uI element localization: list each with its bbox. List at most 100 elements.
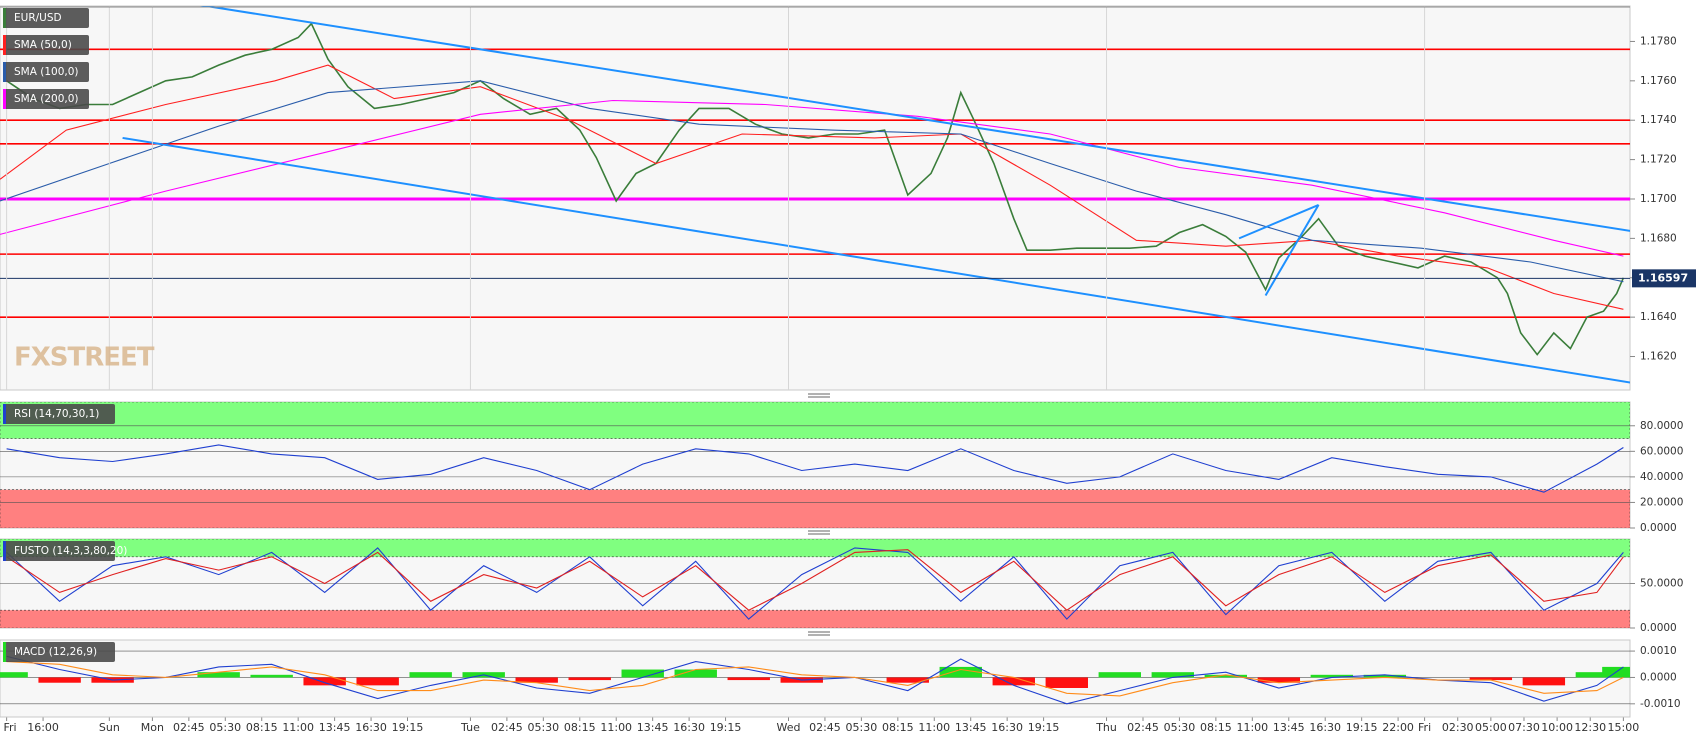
panel bbox=[0, 402, 1630, 528]
x-tick-label: Fri bbox=[3, 721, 16, 734]
histogram-bar bbox=[1151, 672, 1195, 678]
y-tick-label: 80.0000 bbox=[1640, 420, 1683, 432]
histogram-bar bbox=[356, 677, 399, 686]
last-price-label: 1.16597 bbox=[1638, 271, 1688, 284]
histogram-bar bbox=[303, 677, 346, 686]
x-tick-label: 11:00 bbox=[918, 721, 950, 734]
histogram-bar bbox=[197, 672, 240, 678]
series-line bbox=[6, 22, 1625, 356]
x-tick-label: 15:00 bbox=[1608, 721, 1640, 734]
y-tick-label: 0.0000 bbox=[1640, 671, 1677, 683]
panel bbox=[0, 6, 1630, 384]
trend-line bbox=[122, 136, 1630, 384]
x-tick-label: 05:30 bbox=[1164, 721, 1196, 734]
x-tick-label: Wed bbox=[777, 721, 801, 734]
x-tick-label: 19:15 bbox=[392, 721, 424, 734]
series-line bbox=[6, 655, 1624, 705]
x-tick-label: 02:45 bbox=[1127, 721, 1159, 734]
x-tick-label: Thu bbox=[1095, 721, 1117, 734]
x-tick-label: 12:30 bbox=[1574, 721, 1606, 734]
x-tick-label: 13:45 bbox=[955, 721, 987, 734]
y-tick-label: 0.0000 bbox=[1640, 622, 1677, 634]
legend-box bbox=[3, 642, 115, 662]
y-tick-label: -0.0010 bbox=[1640, 698, 1681, 710]
x-tick-label: 10:00 bbox=[1541, 721, 1573, 734]
x-tick-label: 19:15 bbox=[710, 721, 742, 734]
x-tick-label: 11:00 bbox=[600, 721, 632, 734]
histogram-bar bbox=[1045, 677, 1088, 688]
legend-swatch bbox=[3, 404, 6, 424]
series-line bbox=[6, 547, 1624, 620]
x-tick-label: 07:30 bbox=[1508, 721, 1540, 734]
series-line bbox=[6, 661, 1624, 697]
x-tick-label: 08:15 bbox=[882, 721, 914, 734]
band bbox=[0, 609, 1630, 628]
legend-box bbox=[3, 89, 89, 109]
y-tick-label: 0.0010 bbox=[1640, 645, 1677, 657]
x-tick-label: Mon bbox=[141, 721, 164, 734]
histogram-bar bbox=[1310, 674, 1354, 678]
watermark: FXSTREET bbox=[14, 343, 155, 373]
trend-line bbox=[1264, 204, 1320, 296]
histogram-bar bbox=[1522, 677, 1566, 686]
x-tick-label: 08:15 bbox=[1200, 721, 1232, 734]
y-tick-label: 1.1620 bbox=[1640, 351, 1677, 363]
legend-box bbox=[3, 8, 89, 28]
histogram-bar bbox=[38, 677, 81, 683]
x-tick-label: 05:30 bbox=[527, 721, 559, 734]
histogram-bar bbox=[409, 672, 452, 678]
series-line bbox=[6, 444, 1624, 493]
x-tick-label: 02:45 bbox=[491, 721, 523, 734]
band bbox=[0, 489, 1630, 528]
x-tick-label: 13:45 bbox=[1273, 721, 1305, 734]
y-tick-label: 0.0000 bbox=[1640, 522, 1677, 534]
x-tick-label: 13:45 bbox=[319, 721, 351, 734]
last-price-box bbox=[1632, 269, 1696, 288]
x-tick-label: 05:00 bbox=[1475, 721, 1507, 734]
histogram-bar bbox=[568, 677, 611, 681]
x-tick-label: 02:30 bbox=[1442, 721, 1474, 734]
legend-swatch bbox=[3, 642, 6, 662]
panel bbox=[0, 650, 1630, 705]
histogram-bar bbox=[1257, 677, 1301, 683]
x-tick-label: 13:45 bbox=[637, 721, 669, 734]
x-tick-label: 16:30 bbox=[991, 721, 1023, 734]
histogram-bar bbox=[621, 669, 664, 678]
series-line bbox=[6, 549, 1624, 611]
histogram-bar bbox=[1204, 674, 1248, 678]
y-tick-label: 1.1740 bbox=[1640, 114, 1677, 126]
legend-label: EUR/USD bbox=[14, 12, 62, 24]
y-tick-label: 1.1760 bbox=[1640, 75, 1677, 87]
y-tick-label: 1.1780 bbox=[1640, 35, 1677, 47]
x-tick-label: 11:00 bbox=[1236, 721, 1268, 734]
y-tick-label: 1.1680 bbox=[1640, 232, 1677, 244]
legend-swatch bbox=[3, 35, 6, 55]
legend-label: FUSTO (14,3,3,80,20) bbox=[14, 545, 127, 557]
y-tick-label: 1.1640 bbox=[1640, 311, 1677, 323]
histogram-bar bbox=[1098, 672, 1141, 678]
y-tick-label: 1.1720 bbox=[1640, 154, 1677, 166]
legend-label: MACD (12,26,9) bbox=[14, 646, 97, 658]
x-tick-label: 16:30 bbox=[673, 721, 705, 734]
x-tick-label: 16:30 bbox=[1309, 721, 1341, 734]
band bbox=[0, 402, 1630, 439]
trend-line bbox=[1238, 203, 1319, 240]
histogram-bar bbox=[1469, 677, 1513, 681]
y-tick-label: 40.0000 bbox=[1640, 471, 1683, 483]
legend-box bbox=[3, 404, 115, 424]
legend-box bbox=[3, 62, 89, 82]
panel-handles bbox=[808, 393, 830, 636]
histogram-bar bbox=[939, 666, 982, 678]
x-tick-label: Fri bbox=[1418, 721, 1431, 734]
trend-line bbox=[199, 6, 1630, 232]
y-tick-label: 60.0000 bbox=[1640, 445, 1683, 457]
legend-box bbox=[3, 35, 89, 55]
histogram-bar bbox=[674, 669, 717, 678]
x-tick-label: 02:45 bbox=[173, 721, 205, 734]
x-tick-label: 19:15 bbox=[1028, 721, 1060, 734]
x-tick-label: 16:30 bbox=[355, 721, 387, 734]
legend-swatch bbox=[3, 541, 6, 561]
legend-box bbox=[3, 541, 115, 561]
y-tick-label: 20.0000 bbox=[1640, 496, 1683, 508]
